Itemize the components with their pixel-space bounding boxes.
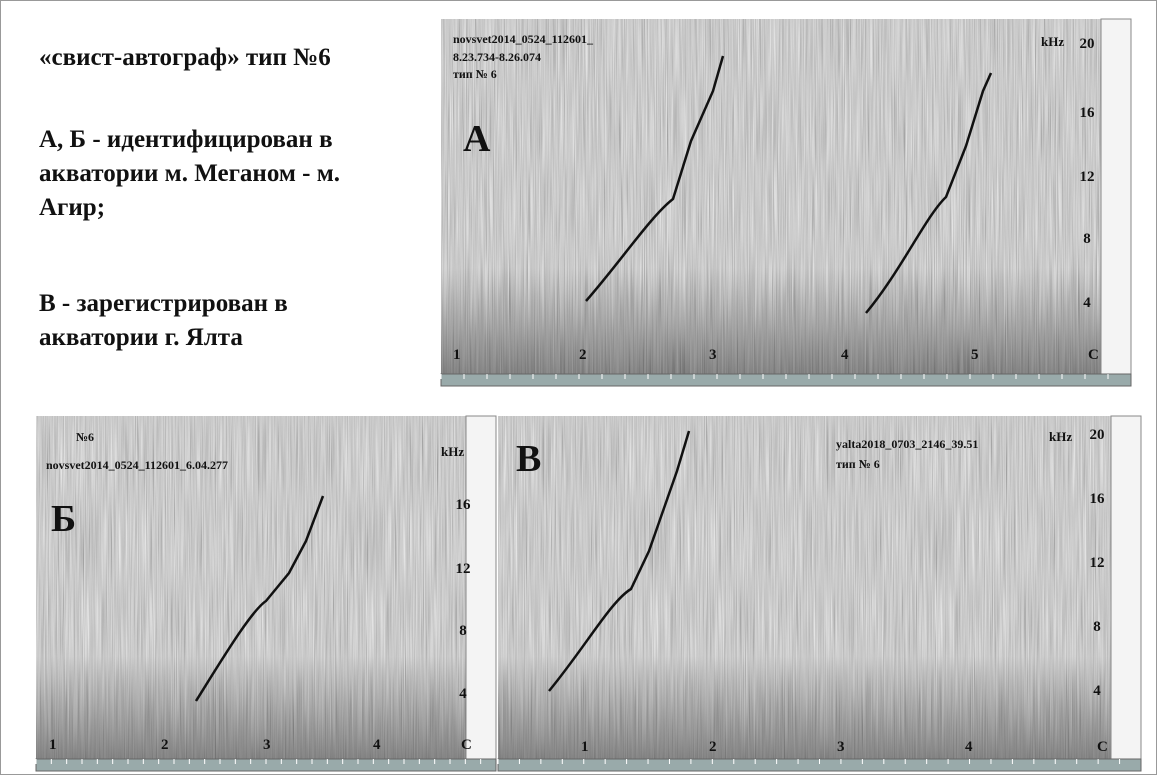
freq-tick-label: 20 bbox=[1090, 427, 1105, 443]
description: А, Б - идентифицирован в акватории м. Ме… bbox=[39, 126, 340, 221]
time-marker: 4 bbox=[373, 737, 381, 753]
freq-tick-label: 4 bbox=[1083, 295, 1091, 311]
time-marker: C bbox=[1088, 347, 1099, 363]
caption: 8.23.734-8.26.074 bbox=[453, 50, 541, 64]
spectrogram-band bbox=[36, 416, 466, 759]
freq-axis bbox=[1110, 415, 1142, 760]
whistle-contour bbox=[194, 495, 325, 702]
caption: тип № 6 bbox=[836, 457, 880, 471]
time-marker: 3 bbox=[837, 739, 845, 755]
panel-letter: В bbox=[516, 438, 541, 480]
time-marker: 3 bbox=[709, 347, 717, 363]
freq-tick-label: 8 bbox=[459, 623, 467, 639]
freq-tick-label: 16 bbox=[1090, 491, 1106, 507]
whistle-contour bbox=[865, 72, 993, 314]
description: В - зарегистрирован в акватории г. Ялта bbox=[39, 290, 288, 351]
time-marker: 4 bbox=[965, 739, 973, 755]
title: «свист-автограф» тип №6 bbox=[39, 44, 331, 71]
freq-axis bbox=[1100, 18, 1132, 375]
panel-letter: А bbox=[463, 118, 491, 160]
spectrogram-band bbox=[441, 19, 1101, 374]
freq-tick-label: 12 bbox=[1080, 169, 1095, 185]
freq-tick-label: 20 bbox=[1080, 36, 1095, 52]
freq-tick-label: 12 bbox=[456, 561, 471, 577]
caption: novsvet2014_0524_112601_6.04.277 bbox=[46, 458, 228, 472]
whistle-contour bbox=[548, 430, 691, 692]
time-marker: 2 bbox=[579, 347, 587, 363]
caption: тип № 6 bbox=[453, 67, 497, 81]
freq-tick-label: 4 bbox=[1093, 683, 1101, 699]
time-marker: 2 bbox=[161, 737, 169, 753]
unit-label: kHz bbox=[1049, 429, 1072, 444]
time-marker: 1 bbox=[581, 739, 589, 755]
freq-tick-label: 8 bbox=[1083, 231, 1091, 247]
freq-tick-label: 16 bbox=[456, 497, 472, 513]
freq-tick-label: 4 bbox=[459, 686, 467, 702]
time-marker: C bbox=[1097, 739, 1108, 755]
spectrogram-band bbox=[498, 416, 1111, 759]
freq-tick-label: 12 bbox=[1090, 555, 1105, 571]
freq-axis bbox=[465, 415, 497, 760]
whistle-contour bbox=[585, 55, 725, 302]
freq-tick-label: 16 bbox=[1080, 105, 1096, 121]
caption: yalta2018_0703_2146_39.51 bbox=[836, 437, 978, 451]
caption: №6 bbox=[76, 430, 94, 444]
time-marker: 5 bbox=[971, 347, 979, 363]
time-marker: 1 bbox=[453, 347, 461, 363]
time-marker: C bbox=[461, 737, 472, 753]
time-marker: 3 bbox=[263, 737, 271, 753]
time-marker: 4 bbox=[841, 347, 849, 363]
freq-tick-label: 8 bbox=[1093, 619, 1101, 635]
caption: novsvet2014_0524_112601_ bbox=[453, 32, 594, 46]
time-marker: 2 bbox=[709, 739, 717, 755]
panel-letter: Б bbox=[51, 498, 76, 540]
unit-label: kHz bbox=[441, 444, 464, 459]
unit-label: kHz bbox=[1041, 34, 1064, 49]
time-marker: 1 bbox=[49, 737, 57, 753]
